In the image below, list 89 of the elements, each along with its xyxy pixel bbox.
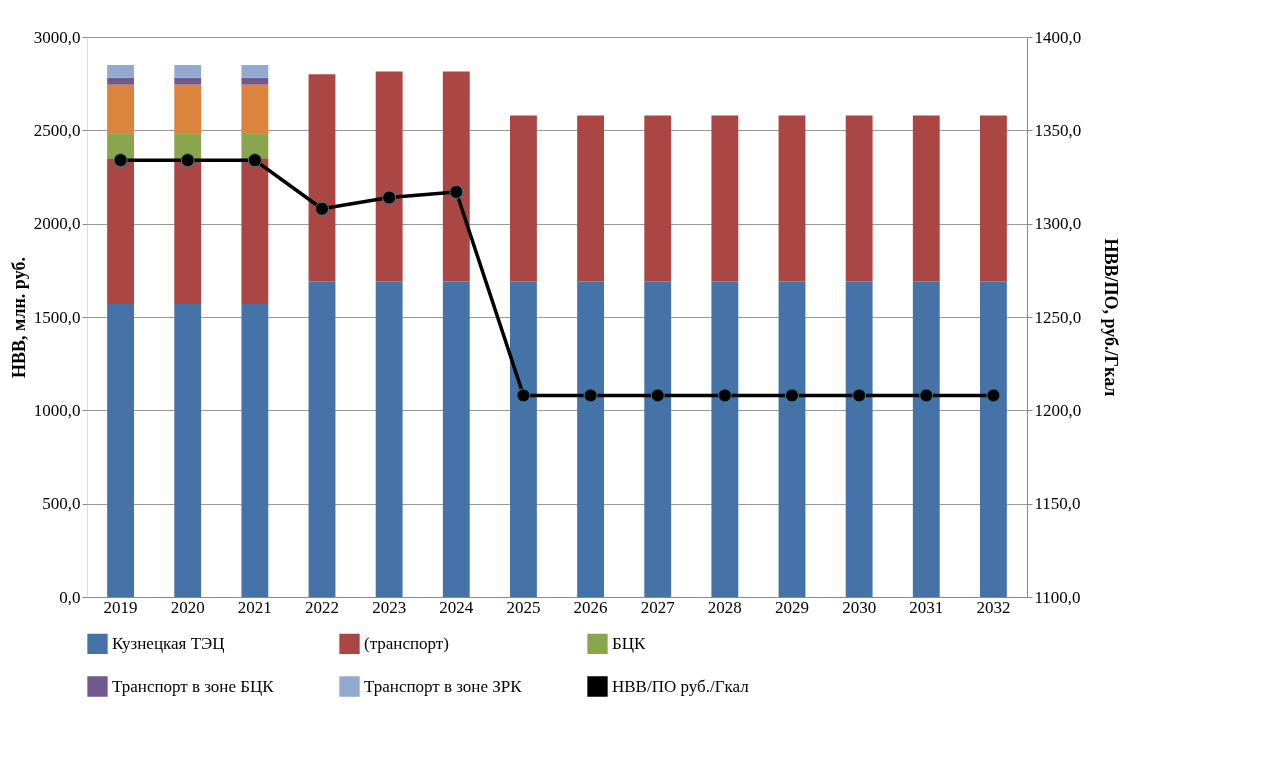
- point: [717, 388, 732, 403]
- bar: [241, 77, 269, 85]
- point: [180, 153, 195, 168]
- bar: [510, 281, 537, 597]
- bar: [711, 115, 739, 282]
- point: [449, 184, 464, 199]
- bar: [644, 281, 672, 597]
- y2-axis-title: НВВ/ПО, руб./Гкал: [1101, 238, 1122, 397]
- y-tick-label: 2000,0: [33, 214, 81, 234]
- bar: [241, 303, 269, 597]
- bar: [174, 65, 202, 78]
- legend-label: Транспорт в зоне ЗРК: [364, 676, 523, 696]
- legend-label: Кузнецкая ТЭЦ: [112, 633, 225, 653]
- bar: [241, 65, 269, 78]
- legend-label: Транспорт в зоне БЦК: [112, 676, 275, 696]
- bar: [174, 77, 202, 85]
- x-tick-label: 2023: [372, 597, 407, 617]
- x-tick-label: 2025: [506, 597, 541, 617]
- bar: [442, 71, 470, 282]
- bar: [107, 303, 134, 597]
- bar: [107, 158, 134, 304]
- legend-label: (транспорт): [364, 633, 449, 653]
- bar: [107, 134, 134, 159]
- bar: [174, 134, 202, 159]
- bar: [510, 115, 537, 282]
- x-tick-label: 2024: [439, 597, 474, 617]
- bar: [845, 281, 873, 597]
- x-tick-label: 2020: [170, 597, 205, 617]
- y-axis-title: НВВ, млн. руб.: [8, 257, 29, 378]
- point: [919, 388, 934, 403]
- point: [382, 190, 397, 205]
- point: [583, 388, 598, 403]
- bar: [577, 281, 604, 597]
- point: [516, 388, 531, 403]
- bar: [980, 281, 1007, 597]
- y2-tick-label: 1150,0: [1034, 494, 1081, 514]
- point: [650, 388, 665, 403]
- bar: [375, 281, 403, 597]
- y2-tick-label: 1200,0: [1034, 400, 1082, 420]
- bar: [711, 281, 739, 597]
- point: [314, 201, 330, 216]
- bar: [241, 84, 269, 135]
- point: [784, 388, 800, 403]
- bar: [241, 134, 269, 159]
- bar: [375, 71, 403, 282]
- y-tick-label: 500,0: [42, 494, 81, 514]
- x-tick-label: 2028: [707, 597, 742, 617]
- x-tick-label: 2022: [305, 597, 339, 617]
- bar: [912, 281, 940, 597]
- x-tick-label: 2031: [909, 597, 944, 617]
- x-tick-label: 2019: [103, 597, 138, 617]
- y2-tick-label: 1300,0: [1034, 214, 1082, 234]
- x-tick-label: 2026: [573, 597, 608, 617]
- x-tick-label: 2032: [976, 597, 1011, 617]
- y-tick-label: 1000,0: [33, 400, 81, 420]
- bar: [778, 115, 806, 282]
- bar: [644, 115, 672, 282]
- legend-label: НВВ/ПО руб./Гкал: [612, 676, 750, 696]
- y-tick-label: 2500,0: [33, 120, 81, 140]
- point: [852, 388, 867, 403]
- bar: [442, 281, 470, 597]
- x-tick-label: 2029: [775, 597, 809, 617]
- bar: [308, 281, 336, 597]
- y-tick-label: 1500,0: [33, 307, 81, 327]
- legend-label: БЦК: [612, 633, 647, 653]
- x-tick-label: 2021: [237, 597, 272, 617]
- point: [113, 153, 128, 168]
- bar: [174, 303, 202, 597]
- bar: [308, 74, 336, 282]
- bar: [980, 115, 1007, 282]
- y2-tick-label: 1250,0: [1034, 307, 1082, 327]
- y2-tick-label: 1400,0: [1034, 27, 1082, 47]
- y-tick-label: 3000,0: [33, 27, 81, 47]
- bar: [845, 115, 873, 282]
- y2-tick-label: 1350,0: [1034, 120, 1082, 140]
- bar: [577, 115, 604, 282]
- point: [247, 153, 262, 168]
- y2-tick-label: 1100,0: [1034, 587, 1081, 607]
- bar: [241, 158, 269, 304]
- bar: [107, 77, 134, 85]
- x-tick-label: 2027: [640, 597, 676, 617]
- bar: [107, 84, 134, 135]
- x-tick-label: 2030: [842, 597, 877, 617]
- bar: [778, 281, 806, 597]
- y-tick-label: 0,0: [59, 587, 81, 607]
- bar: [107, 65, 134, 78]
- point: [986, 388, 1001, 403]
- bar: [174, 84, 202, 135]
- bar: [912, 115, 940, 282]
